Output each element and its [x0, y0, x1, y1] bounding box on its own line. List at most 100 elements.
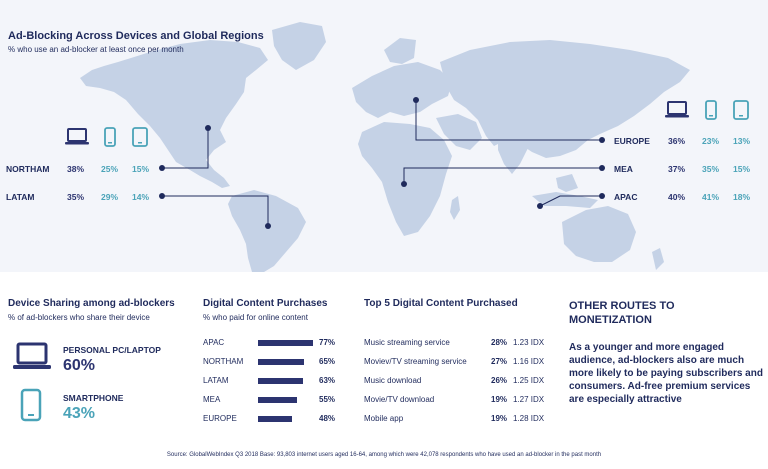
- purchase-bar-value: 65%: [319, 357, 336, 366]
- scandinavia-shape: [384, 38, 416, 64]
- apac-tablet-pct: 18%: [733, 192, 751, 202]
- mea-tablet-pct: 15%: [733, 164, 751, 174]
- top5-pct: 27%: [491, 357, 508, 366]
- top5-name: Mobile app: [364, 414, 404, 423]
- top5-row: Mobile app 19% 1.28 IDX: [364, 412, 564, 426]
- madagascar-shape: [450, 196, 460, 220]
- laptop-icon: [13, 342, 51, 369]
- middle-east-shape: [436, 114, 482, 150]
- latam-phone-pct: 29%: [101, 192, 119, 202]
- top5-name: Music download: [364, 376, 422, 385]
- northam-phone-pct: 25%: [101, 164, 119, 174]
- top5-name: Movie/TV download: [364, 395, 435, 404]
- mea-laptop-pct: 37%: [668, 164, 686, 174]
- top5-pct: 28%: [491, 338, 508, 347]
- northam-laptop-pct: 38%: [67, 164, 85, 174]
- apac-laptop-pct: 40%: [668, 192, 686, 202]
- tablet-icon: [132, 127, 148, 147]
- stats-panel: [0, 272, 768, 469]
- northam-dot: [205, 125, 211, 131]
- europe-tablet-pct: 13%: [733, 136, 751, 146]
- smartphone-icon: [20, 388, 42, 422]
- region-label-latam: LATAM: [6, 192, 35, 202]
- europe-connector: [415, 100, 602, 141]
- device-sharing-subtitle: % of ad-blockers who share their device: [8, 313, 150, 322]
- top5-row: Moviev/TV streaming service 27% 1.16 IDX: [364, 355, 564, 369]
- northam-tablet-pct: 15%: [132, 164, 150, 174]
- phone-share-value: 43%: [63, 405, 96, 422]
- smartphone-icon: [705, 100, 717, 120]
- purchase-bar-row: APAC 77%: [203, 336, 353, 350]
- purchase-bar-name: APAC: [203, 338, 225, 347]
- purchase-bar: [258, 416, 293, 422]
- phone-share-label: SMARTPHONE: [63, 393, 124, 403]
- top5-idx: 1.27 IDX: [513, 395, 545, 404]
- latam-dot: [265, 223, 271, 229]
- other-routes-title: OTHER ROUTES TO MONETIZATION: [569, 300, 675, 326]
- map-panel: Ad-Blocking Across Devices and Global Re…: [0, 0, 768, 272]
- purchase-bar-row: LATAM 63%: [203, 374, 353, 388]
- top5-idx: 1.28 IDX: [513, 414, 545, 423]
- mea-dot: [401, 181, 407, 187]
- mea-connector: [403, 167, 602, 184]
- northam-connector: [162, 128, 209, 169]
- europe-shape: [352, 62, 452, 118]
- latam-laptop-pct: 35%: [67, 192, 85, 202]
- top5-row: Movie/TV download 19% 1.27 IDX: [364, 393, 564, 407]
- page-title: Ad-Blocking Across Devices and Global Re…: [8, 30, 264, 42]
- top5-row: Music streaming service 28% 1.23 IDX: [364, 336, 564, 350]
- purchase-bar-value: 48%: [319, 414, 336, 423]
- purchase-bar: [258, 359, 305, 365]
- purchase-bar: [258, 340, 313, 346]
- indonesia-shape: [532, 192, 598, 208]
- borneo-shape: [556, 174, 578, 192]
- apac-dot: [537, 203, 543, 209]
- japan-shape: [594, 92, 608, 118]
- india-shape: [498, 132, 528, 174]
- smartphone-icon: [104, 127, 116, 147]
- africa-shape: [358, 122, 452, 236]
- pc-share-label: PERSONAL PC/LAPTOP: [63, 345, 161, 355]
- new-zealand-shape: [652, 248, 664, 270]
- top5-name: Music streaming service: [364, 338, 450, 347]
- top5-pct: 19%: [491, 414, 508, 423]
- device-sharing-title: Device Sharing among ad-blockers: [8, 298, 175, 309]
- greenland-shape: [272, 22, 326, 70]
- latam-tablet-pct: 14%: [132, 192, 150, 202]
- purchase-bar-value: 63%: [319, 376, 336, 385]
- apac-connector: [539, 195, 602, 207]
- top5-idx: 1.16 IDX: [513, 357, 545, 366]
- region-label-europe: EUROPE: [614, 136, 650, 146]
- content-purchases-subtitle: % who paid for online content: [203, 313, 308, 322]
- purchase-bar: [258, 378, 303, 384]
- australia-shape: [562, 206, 636, 262]
- world-map: [80, 22, 690, 272]
- purchase-bar-row: MEA 55%: [203, 393, 353, 407]
- purchase-bar-name: EUROPE: [203, 414, 237, 423]
- purchase-bar-row: NORTHAM 65%: [203, 355, 353, 369]
- europe-phone-pct: 23%: [702, 136, 720, 146]
- top5-idx: 1.23 IDX: [513, 338, 545, 347]
- north-america-shape: [80, 40, 268, 188]
- top5-pct: 26%: [491, 376, 508, 385]
- pc-share-value: 60%: [63, 357, 96, 374]
- mea-phone-pct: 35%: [702, 164, 720, 174]
- tablet-icon: [733, 100, 749, 120]
- region-label-apac: APAC: [614, 192, 638, 202]
- top5-row: Music download 26% 1.25 IDX: [364, 374, 564, 388]
- laptop-icon: [65, 128, 89, 145]
- europe-dot: [413, 97, 419, 103]
- region-label-mea: MEA: [614, 164, 633, 174]
- purchase-bar-value: 77%: [319, 338, 336, 347]
- purchase-bar-value: 55%: [319, 395, 336, 404]
- south-america-shape: [228, 190, 306, 272]
- asia-shape: [440, 40, 690, 158]
- apac-phone-pct: 41%: [702, 192, 720, 202]
- source-note: Source: GlobalWebIndex Q3 2018 Base: 93,…: [166, 452, 602, 458]
- purchase-bar: [258, 397, 298, 403]
- top5-title: Top 5 Digital Content Purchased: [364, 298, 518, 309]
- other-routes-body: As a younger and more engaged audience, …: [569, 342, 763, 405]
- purchase-bar-row: EUROPE 48%: [203, 412, 353, 426]
- top5-name: Moviev/TV streaming service: [364, 357, 467, 366]
- purchase-bar-name: MEA: [203, 395, 221, 404]
